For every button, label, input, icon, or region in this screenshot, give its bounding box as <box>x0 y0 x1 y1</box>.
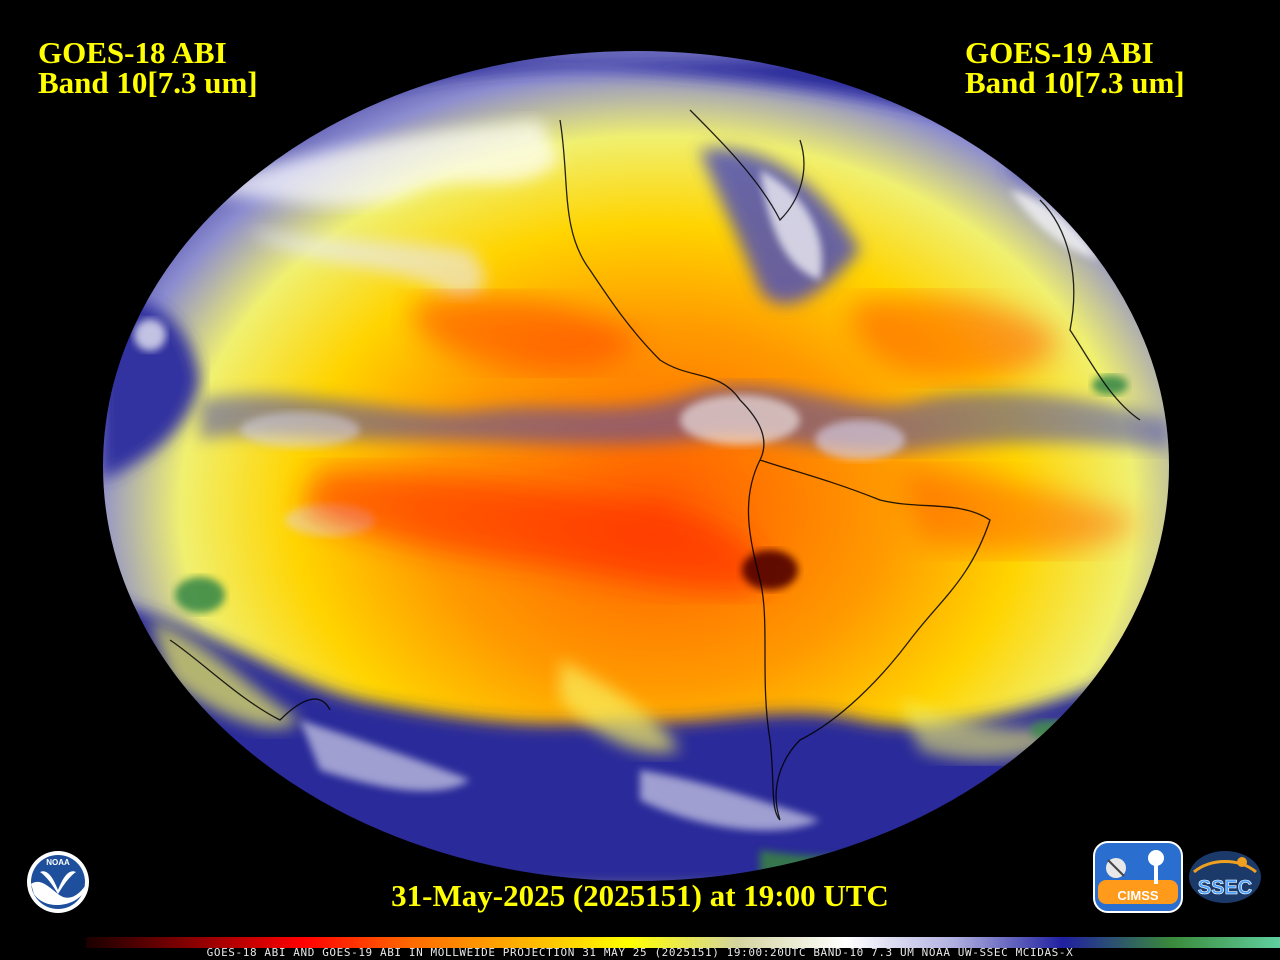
footer-caption: GOES-18 ABI AND GOES-19 ABI IN MOLLWEIDE… <box>206 946 1074 959</box>
timestamp-label: 31-May-2025 (2025151) at 19:00 UTC <box>391 878 889 913</box>
right-satellite-name: GOES-19 ABI <box>965 35 1154 70</box>
right-band-label: Band 10[7.3 um] <box>965 65 1185 100</box>
cimss-logo-icon: CIMSS <box>1093 841 1183 913</box>
cimss-logo-text: CIMSS <box>1117 888 1159 903</box>
ssec-logo-icon: SSEC <box>1189 851 1261 903</box>
left-satellite-name: GOES-18 ABI <box>38 35 227 70</box>
right-satellite-title: GOES-19 ABI Band 10[7.3 um] <box>965 35 1185 100</box>
left-band-label: Band 10[7.3 um] <box>38 65 258 100</box>
colorbar <box>86 937 1280 948</box>
left-satellite-title: GOES-18 ABI Band 10[7.3 um] <box>38 35 258 100</box>
noaa-logo-text: NOAA <box>46 858 70 867</box>
noaa-logo-icon: NOAA <box>27 851 89 913</box>
ssec-logo-text: SSEC <box>1198 877 1252 899</box>
